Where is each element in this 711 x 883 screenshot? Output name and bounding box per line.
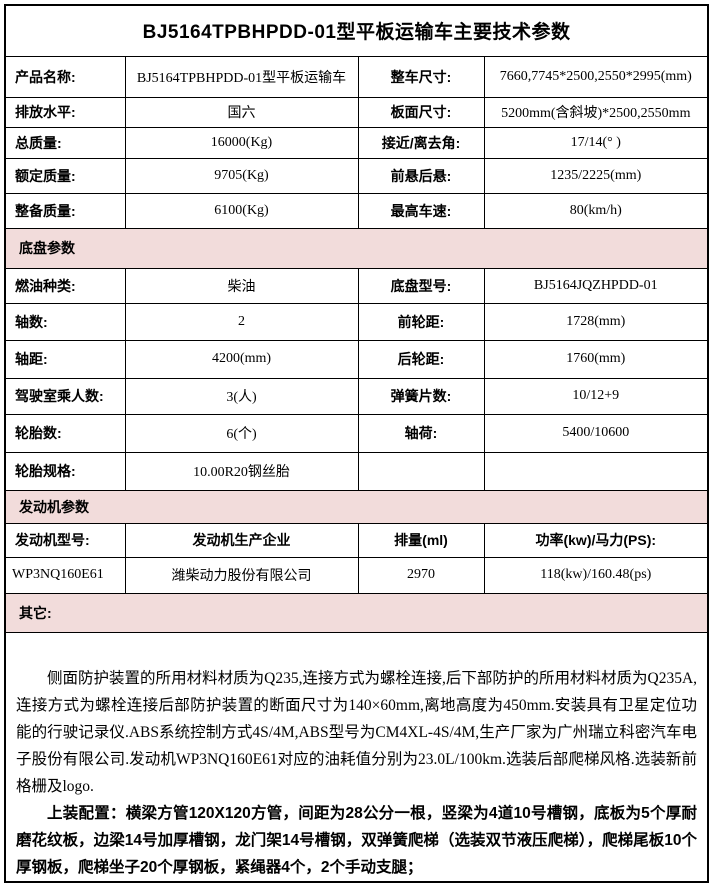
spec-value: 80(km/h)	[483, 192, 709, 229]
engine-model-value: WP3NQ160E61	[4, 556, 126, 594]
engine-header-displacement: 排量(ml)	[357, 522, 485, 558]
spec-row: 额定质量: 9705(Kg) 前悬后悬: 1235/2225(mm)	[4, 157, 709, 194]
spec-label: 前悬后悬:	[357, 157, 485, 194]
spec-row: 轴距: 4200(mm) 后轮距: 1760(mm)	[4, 339, 709, 379]
spec-label-empty	[357, 451, 485, 491]
engine-header-model: 发动机型号:	[4, 522, 126, 558]
spec-value: BJ5164TPBHPDD-01型平板运输车	[124, 55, 359, 98]
spec-value: 4200(mm)	[124, 339, 359, 379]
section-heading: 底盘参数	[4, 227, 709, 269]
spec-value: 6100(Kg)	[124, 192, 359, 229]
spec-row: 燃油种类: 柴油 底盘型号: BJ5164JQZHPDD-01	[4, 267, 709, 304]
engine-manufacturer-value: 潍柴动力股份有限公司	[124, 556, 359, 594]
spec-label: 底盘型号:	[357, 267, 485, 304]
section-band-chassis: 底盘参数	[4, 227, 709, 269]
spec-label: 产品名称:	[4, 55, 126, 98]
other-paragraph-body-config: 上装配置：横梁方管120X120方管，间距为28公分一根，竖梁为4道10号槽钢，…	[16, 804, 698, 876]
spec-value: 16000(Kg)	[124, 126, 359, 159]
spec-label: 额定质量:	[4, 157, 126, 194]
spec-label: 整备质量:	[4, 192, 126, 229]
spec-value: 5400/10600	[483, 413, 709, 453]
spec-label: 轴荷:	[357, 413, 485, 453]
spec-row: 轮胎数: 6(个) 轴荷: 5400/10600	[4, 413, 709, 453]
engine-header-manufacturer: 发动机生产企业	[124, 522, 359, 558]
engine-displacement-value: 2970	[357, 556, 485, 594]
spec-row: 总质量: 16000(Kg) 接近/离去角: 17/14(° )	[4, 126, 709, 159]
spec-label: 燃油种类:	[4, 267, 126, 304]
engine-header-row: 发动机型号: 发动机生产企业 排量(ml) 功率(kw)/马力(PS):	[4, 522, 709, 558]
section-band-engine: 发动机参数	[4, 489, 709, 524]
spec-value: 10/12+9	[483, 377, 709, 415]
spec-label: 后轮距:	[357, 339, 485, 379]
spec-value: 柴油	[124, 267, 359, 304]
spec-label: 驾驶室乘人数:	[4, 377, 126, 415]
spec-label: 轴距:	[4, 339, 126, 379]
engine-data-row: WP3NQ160E61 潍柴动力股份有限公司 2970 118(kw)/160.…	[4, 556, 709, 594]
spec-value: 1760(mm)	[483, 339, 709, 379]
spec-value: 1728(mm)	[483, 302, 709, 341]
spec-label: 总质量:	[4, 126, 126, 159]
page-title: BJ5164TPBHPDD-01型平板运输车主要技术参数	[4, 4, 709, 57]
spec-label: 接近/离去角:	[357, 126, 485, 159]
spec-value: 6(个)	[124, 413, 359, 453]
spec-label: 弹簧片数:	[357, 377, 485, 415]
spec-label: 轮胎数:	[4, 413, 126, 453]
spec-row: 整备质量: 6100(Kg) 最高车速: 80(km/h)	[4, 192, 709, 229]
spec-label: 最高车速:	[357, 192, 485, 229]
spec-value: 17/14(° )	[483, 126, 709, 159]
spec-value: 5200mm(含斜坡)*2500,2550mm	[483, 96, 709, 128]
spec-row: 轮胎规格: 10.00R20钢丝胎	[4, 451, 709, 491]
spec-label: 整车尺寸:	[357, 55, 485, 98]
other-text-row: 侧面防护装置的所用材料材质为Q235,连接方式为螺栓连接,后下部防护的所用材料材…	[4, 631, 709, 882]
spec-label: 排放水平:	[4, 96, 126, 128]
title-row: BJ5164TPBHPDD-01型平板运输车主要技术参数	[4, 4, 709, 57]
other-paragraph-protection: 侧面防护装置的所用材料材质为Q235,连接方式为螺栓连接,后下部防护的所用材料材…	[16, 669, 698, 795]
spec-value: 国六	[124, 96, 359, 128]
section-heading: 发动机参数	[4, 489, 709, 524]
spec-row: 产品名称: BJ5164TPBHPDD-01型平板运输车 整车尺寸: 7660,…	[4, 55, 709, 98]
spec-label: 轴数:	[4, 302, 126, 341]
spec-table: BJ5164TPBHPDD-01型平板运输车主要技术参数 产品名称: BJ516…	[4, 4, 710, 883]
spec-row: 驾驶室乘人数: 3(人) 弹簧片数: 10/12+9	[4, 377, 709, 415]
engine-power-value: 118(kw)/160.48(ps)	[483, 556, 709, 594]
section-heading: 其它:	[4, 592, 709, 633]
spec-value: 7660,7745*2500,2550*2995(mm)	[483, 55, 709, 98]
spec-value-empty	[483, 451, 709, 491]
spec-value: 10.00R20钢丝胎	[124, 451, 359, 491]
spec-value: BJ5164JQZHPDD-01	[483, 267, 709, 304]
engine-header-power: 功率(kw)/马力(PS):	[483, 522, 709, 558]
spec-value: 1235/2225(mm)	[483, 157, 709, 194]
spec-value: 2	[124, 302, 359, 341]
spec-label: 板面尺寸:	[357, 96, 485, 128]
other-text-cell: 侧面防护装置的所用材料材质为Q235,连接方式为螺栓连接,后下部防护的所用材料材…	[4, 631, 709, 882]
spec-label: 轮胎规格:	[4, 451, 126, 491]
spec-row: 排放水平: 国六 板面尺寸: 5200mm(含斜坡)*2500,2550mm	[4, 96, 709, 128]
spec-label: 前轮距:	[357, 302, 485, 341]
spec-value: 9705(Kg)	[124, 157, 359, 194]
spec-value: 3(人)	[124, 377, 359, 415]
spec-row: 轴数: 2 前轮距: 1728(mm)	[4, 302, 709, 341]
section-band-other: 其它:	[4, 592, 709, 633]
